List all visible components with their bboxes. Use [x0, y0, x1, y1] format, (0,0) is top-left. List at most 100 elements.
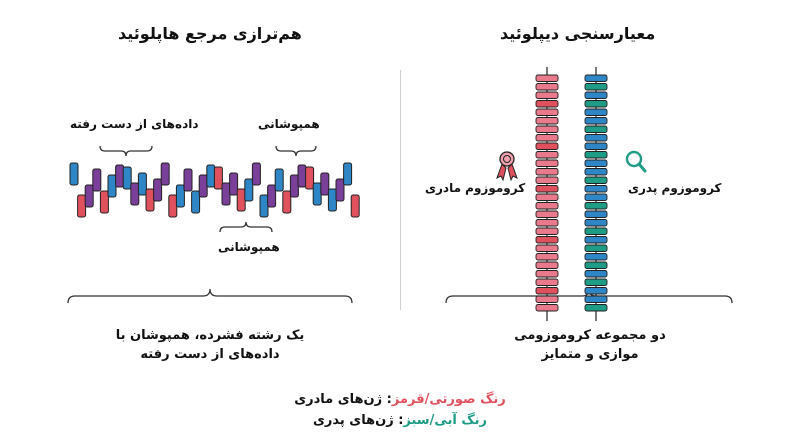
maternal-chromosome-band — [535, 151, 559, 159]
legend-paternal-colors: رنگ آبی/سبز — [403, 413, 488, 428]
maternal-chromosome-band — [535, 125, 559, 133]
left-caption-line2: داده‌های از دست رفته — [140, 347, 280, 362]
read-segment — [320, 172, 330, 196]
read-segment — [77, 194, 87, 218]
paternal-chromosome-band — [584, 142, 608, 150]
maternal-chromosome-band — [535, 219, 559, 227]
read-segment — [183, 168, 193, 192]
maternal-chromosome-band — [535, 270, 559, 278]
paternal-chromosome-band — [584, 185, 608, 193]
legend-paternal-text: : ژن‌های پدری — [312, 413, 404, 428]
maternal-chromosome-band — [535, 193, 559, 201]
maternal-chromosome-band — [535, 91, 559, 99]
legend-maternal-text: : ژن‌های مادری — [294, 392, 392, 407]
read-segment — [335, 178, 345, 202]
maternal-chromosome-band — [535, 159, 559, 167]
read-segment — [198, 174, 208, 198]
read-segment — [115, 164, 125, 188]
left-panel-title: هم‌ترازی مرجع هاپلوئید — [118, 24, 302, 43]
read-segment — [175, 184, 185, 208]
overlap-brace-bottom — [219, 221, 273, 233]
maternal-chromosome-label: کروموزوم مادری — [425, 181, 526, 195]
ribbon-award-icon-inner — [503, 155, 511, 163]
maternal-chromosome-band — [535, 202, 559, 210]
paternal-chromosome-band — [584, 253, 608, 261]
read-segment — [137, 172, 147, 196]
read-segment — [305, 166, 315, 190]
maternal-chromosome-band — [535, 83, 559, 91]
maternal-chromosome-band — [535, 278, 559, 286]
paternal-chromosome-band — [584, 227, 608, 235]
panel-divider — [400, 70, 401, 310]
read-segment — [236, 188, 246, 212]
maternal-chromosome-band — [535, 100, 559, 108]
paternal-chromosome-band — [584, 117, 608, 125]
read-segment — [312, 182, 322, 206]
read-segment — [267, 184, 277, 208]
read-segment — [289, 174, 299, 198]
maternal-chromosome-band — [535, 168, 559, 176]
read-segment — [350, 194, 360, 218]
right-panel-title: معیارسنجی دیپلوئید — [500, 24, 656, 43]
right-caption-line2: موازی و متمایز — [541, 347, 639, 362]
ribbon-award-icon-tail-right — [507, 163, 518, 182]
magnifier-icon — [625, 150, 643, 168]
paternal-chromosome-band — [584, 134, 608, 142]
maternal-chromosome-band — [535, 304, 559, 312]
maternal-chromosome-band — [535, 236, 559, 244]
read-segment — [92, 168, 102, 192]
read-segment — [251, 162, 261, 186]
read-segment — [327, 188, 337, 212]
maternal-chromosome-band — [535, 210, 559, 218]
paternal-chromosome-band — [584, 244, 608, 252]
maternal-chromosome-band — [535, 261, 559, 269]
paternal-chromosome-band — [584, 202, 608, 210]
read-segment — [145, 188, 155, 212]
paternal-chromosome-band — [584, 108, 608, 116]
paternal-chromosome-band — [584, 83, 608, 91]
paternal-chromosome-band — [584, 278, 608, 286]
read-segment — [107, 174, 117, 198]
paternal-chromosome-band — [584, 261, 608, 269]
read-segment — [153, 178, 163, 202]
read-segment — [221, 182, 231, 206]
maternal-chromosome-band — [535, 176, 559, 184]
read-segment — [191, 190, 201, 214]
read-segment — [297, 164, 307, 188]
legend-maternal: رنگ صورتی/قرمز: ژن‌های مادری — [0, 392, 800, 407]
maternal-chromosome-band — [535, 117, 559, 125]
maternal-chromosome-band — [535, 227, 559, 235]
paternal-chromosome-band — [584, 287, 608, 295]
legend-paternal: رنگ آبی/سبز: ژن‌های پدری — [0, 413, 800, 428]
read-segment — [259, 194, 269, 218]
left-caption-line1: یک رشته فشرده، همپوشان با — [115, 328, 305, 343]
read-segment — [168, 194, 178, 218]
missing-data-label: داده‌های از دست رفته — [70, 117, 199, 131]
read-segment — [130, 182, 140, 206]
maternal-chromosome-band — [535, 295, 559, 303]
read-segment — [244, 178, 254, 202]
read-segment — [122, 166, 132, 190]
paternal-chromosome-band — [584, 295, 608, 303]
paternal-chromosome-band — [584, 159, 608, 167]
paternal-chromosome-band — [584, 270, 608, 278]
missing-data-brace — [99, 145, 153, 157]
paternal-chromosome-band — [584, 236, 608, 244]
paternal-chromosome-band — [584, 151, 608, 159]
read-segment — [282, 190, 292, 214]
left-bottom-brace — [67, 288, 353, 304]
paternal-chromosome-band — [584, 168, 608, 176]
ribbon-award-icon-tail-left — [496, 163, 507, 182]
paternal-chromosome-band — [584, 219, 608, 227]
read-segment — [343, 162, 353, 186]
read-segment — [229, 172, 239, 196]
overlap-brace-top — [275, 145, 317, 157]
maternal-chromosome-band — [535, 287, 559, 295]
overlap-label-top: همپوشانی — [258, 117, 320, 131]
maternal-chromosome-band — [535, 253, 559, 261]
paternal-chromosome-band — [584, 210, 608, 218]
paternal-chromosome-band — [584, 91, 608, 99]
maternal-chromosome-band — [535, 244, 559, 252]
paternal-chromosome-band — [584, 193, 608, 201]
